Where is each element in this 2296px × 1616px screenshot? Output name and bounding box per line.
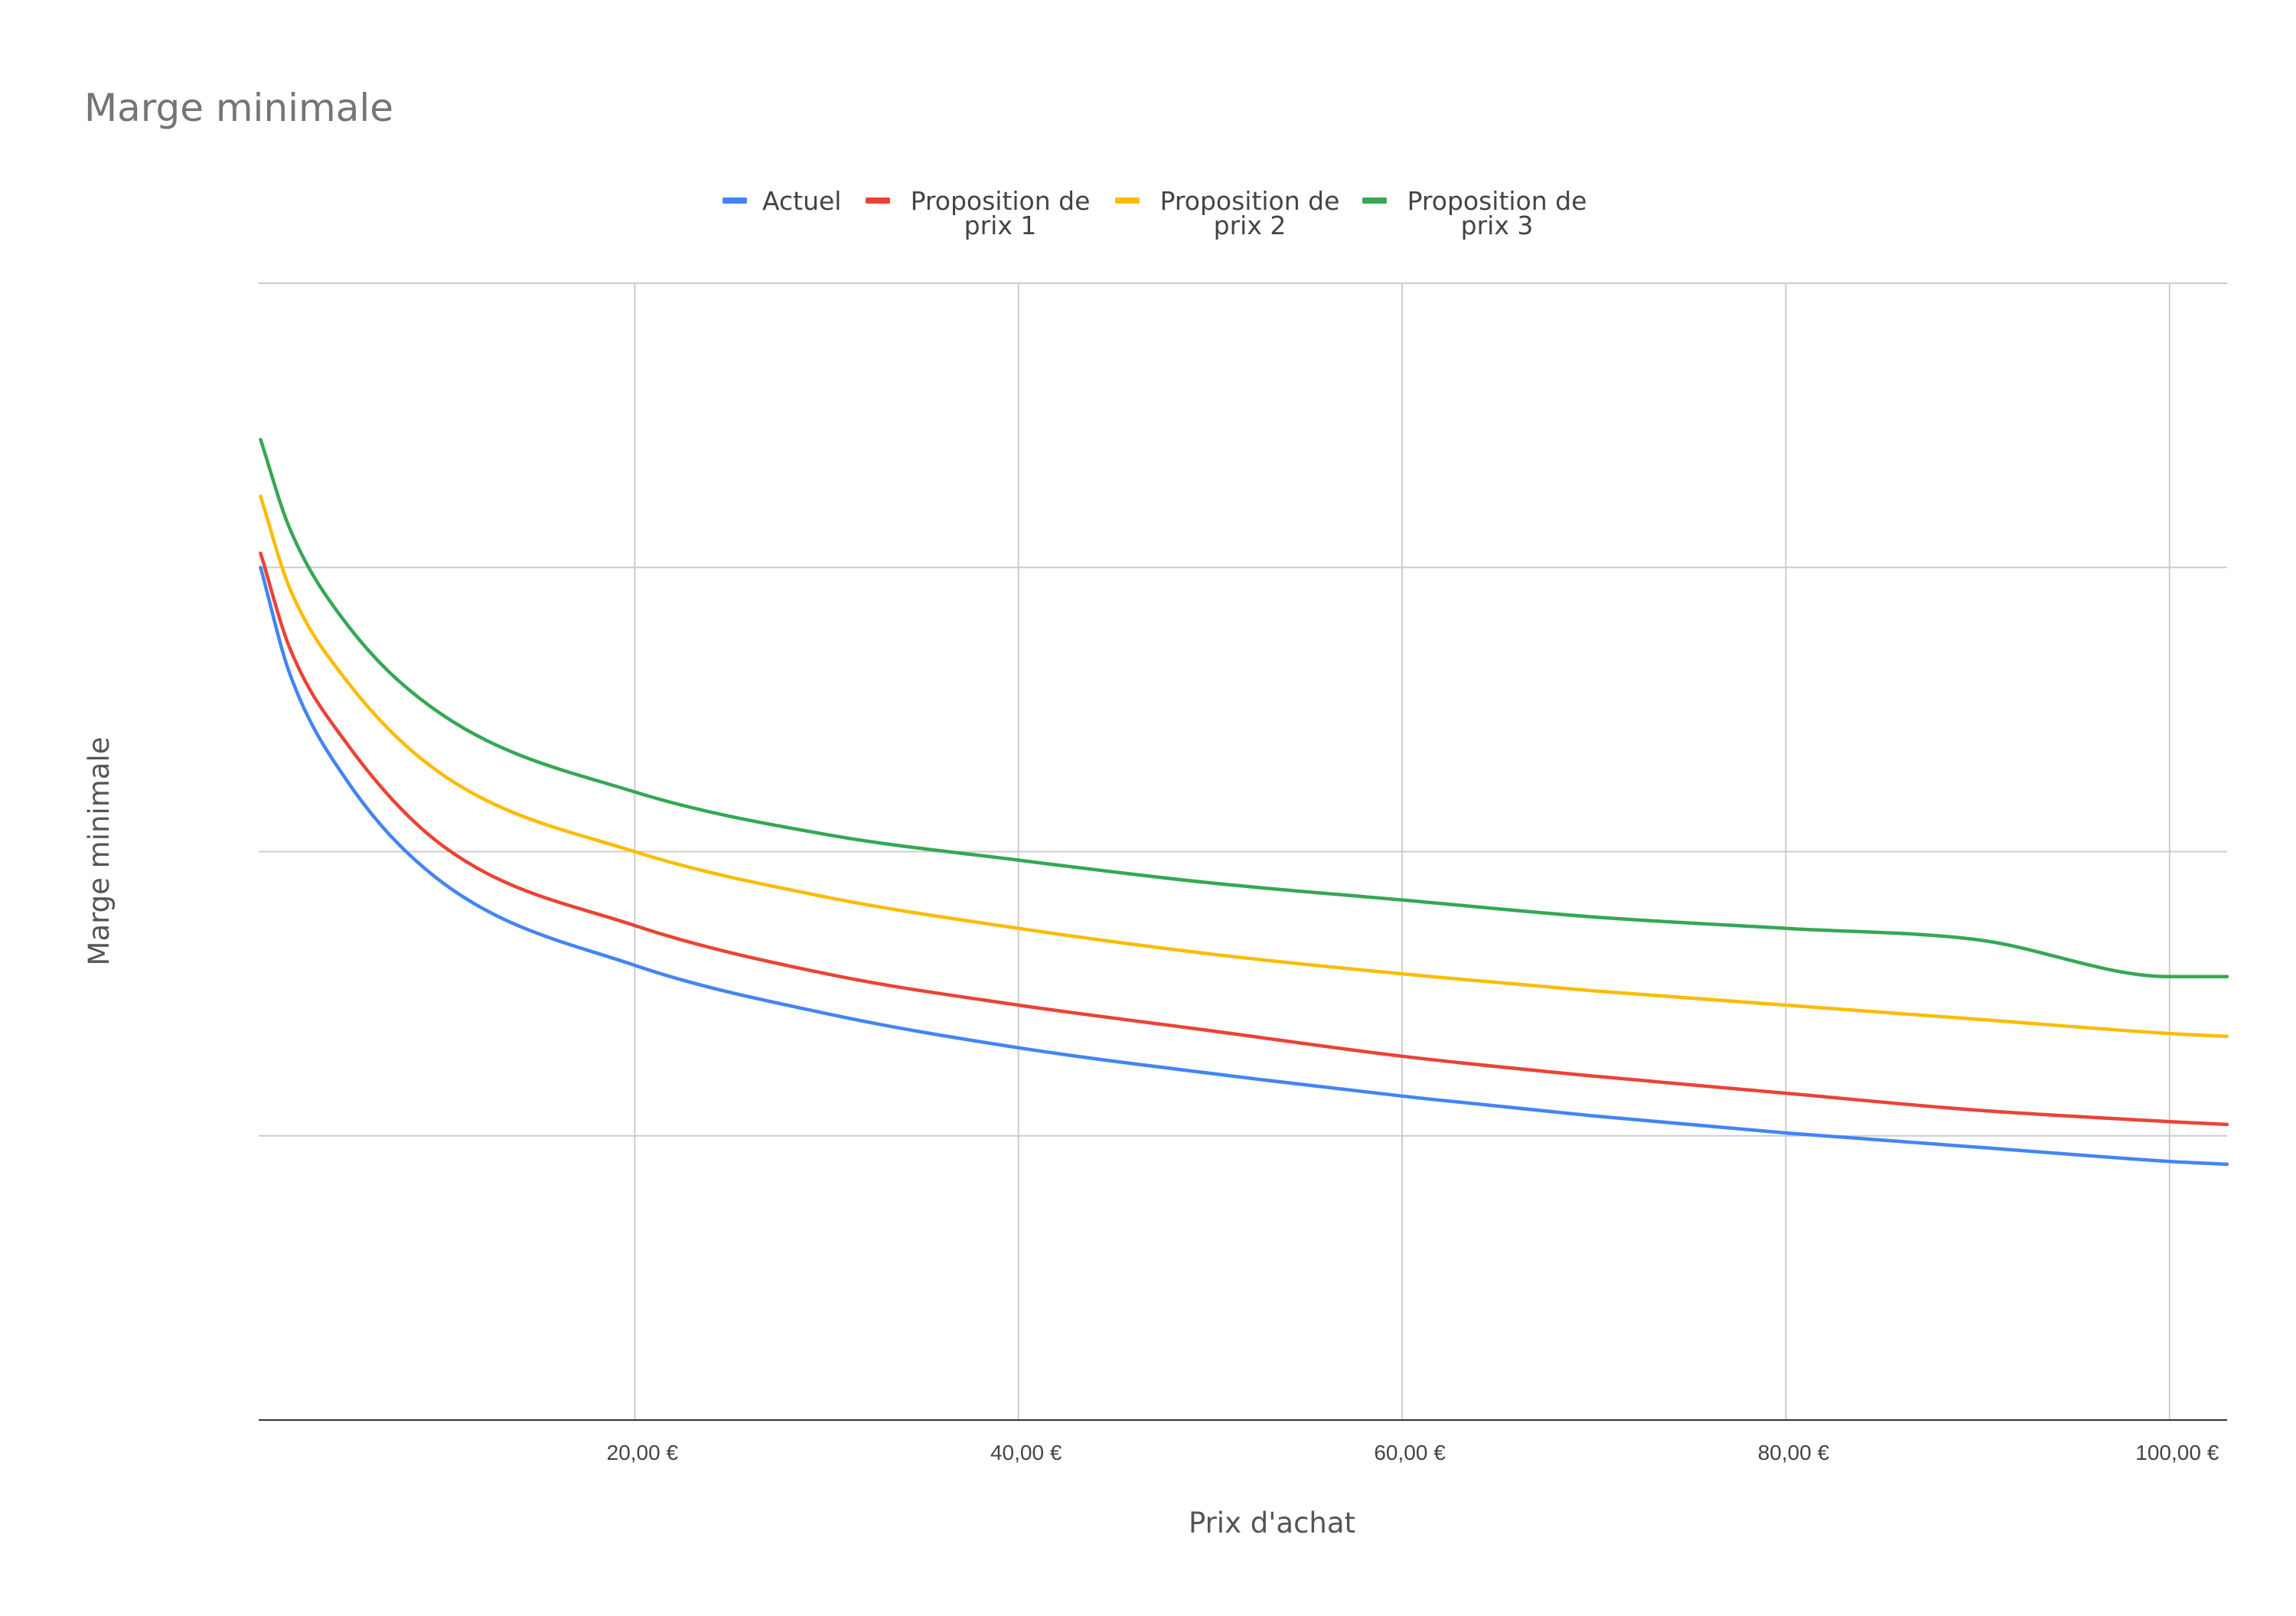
legend-label-2: Proposition de prix 1 bbox=[911, 186, 1091, 240]
legend-label-4: Proposition de prix 3 bbox=[1407, 186, 1587, 240]
x-axis-ticks: 20,00 € 40,00 € 60,00 € 80,00 € 100,00 € bbox=[607, 1441, 2219, 1464]
series-line-4 bbox=[259, 437, 2229, 979]
legend-swatch-3 bbox=[1115, 198, 1140, 204]
series-line-2 bbox=[259, 551, 2229, 1127]
series-line-3 bbox=[259, 495, 2229, 1039]
legend-swatch-2 bbox=[866, 198, 890, 204]
chart-series bbox=[259, 437, 2229, 1167]
chart-gridlines bbox=[259, 282, 2227, 1420]
y-axis-title: Marge minimale bbox=[83, 737, 116, 966]
chart-title: Marge minimale bbox=[84, 86, 393, 130]
chart-legend: Actuel Proposition de prix 1 Proposition de… bbox=[722, 186, 1587, 240]
x-tick-label: 40,00 € bbox=[990, 1441, 1062, 1464]
x-tick-label: 80,00 € bbox=[1758, 1441, 1830, 1464]
series-line-1 bbox=[259, 566, 2229, 1167]
legend-swatch-1 bbox=[722, 198, 747, 204]
legend-swatch-4 bbox=[1362, 198, 1387, 204]
legend-label-1: Actuel bbox=[762, 186, 841, 216]
x-tick-label: 60,00 € bbox=[1374, 1441, 1446, 1464]
x-tick-label: 100,00 € bbox=[2135, 1441, 2219, 1464]
x-tick-label: 20,00 € bbox=[607, 1441, 679, 1464]
x-axis-title: Prix d'achat bbox=[1189, 1507, 1355, 1539]
legend-label-3: Proposition de prix 2 bbox=[1160, 186, 1340, 240]
